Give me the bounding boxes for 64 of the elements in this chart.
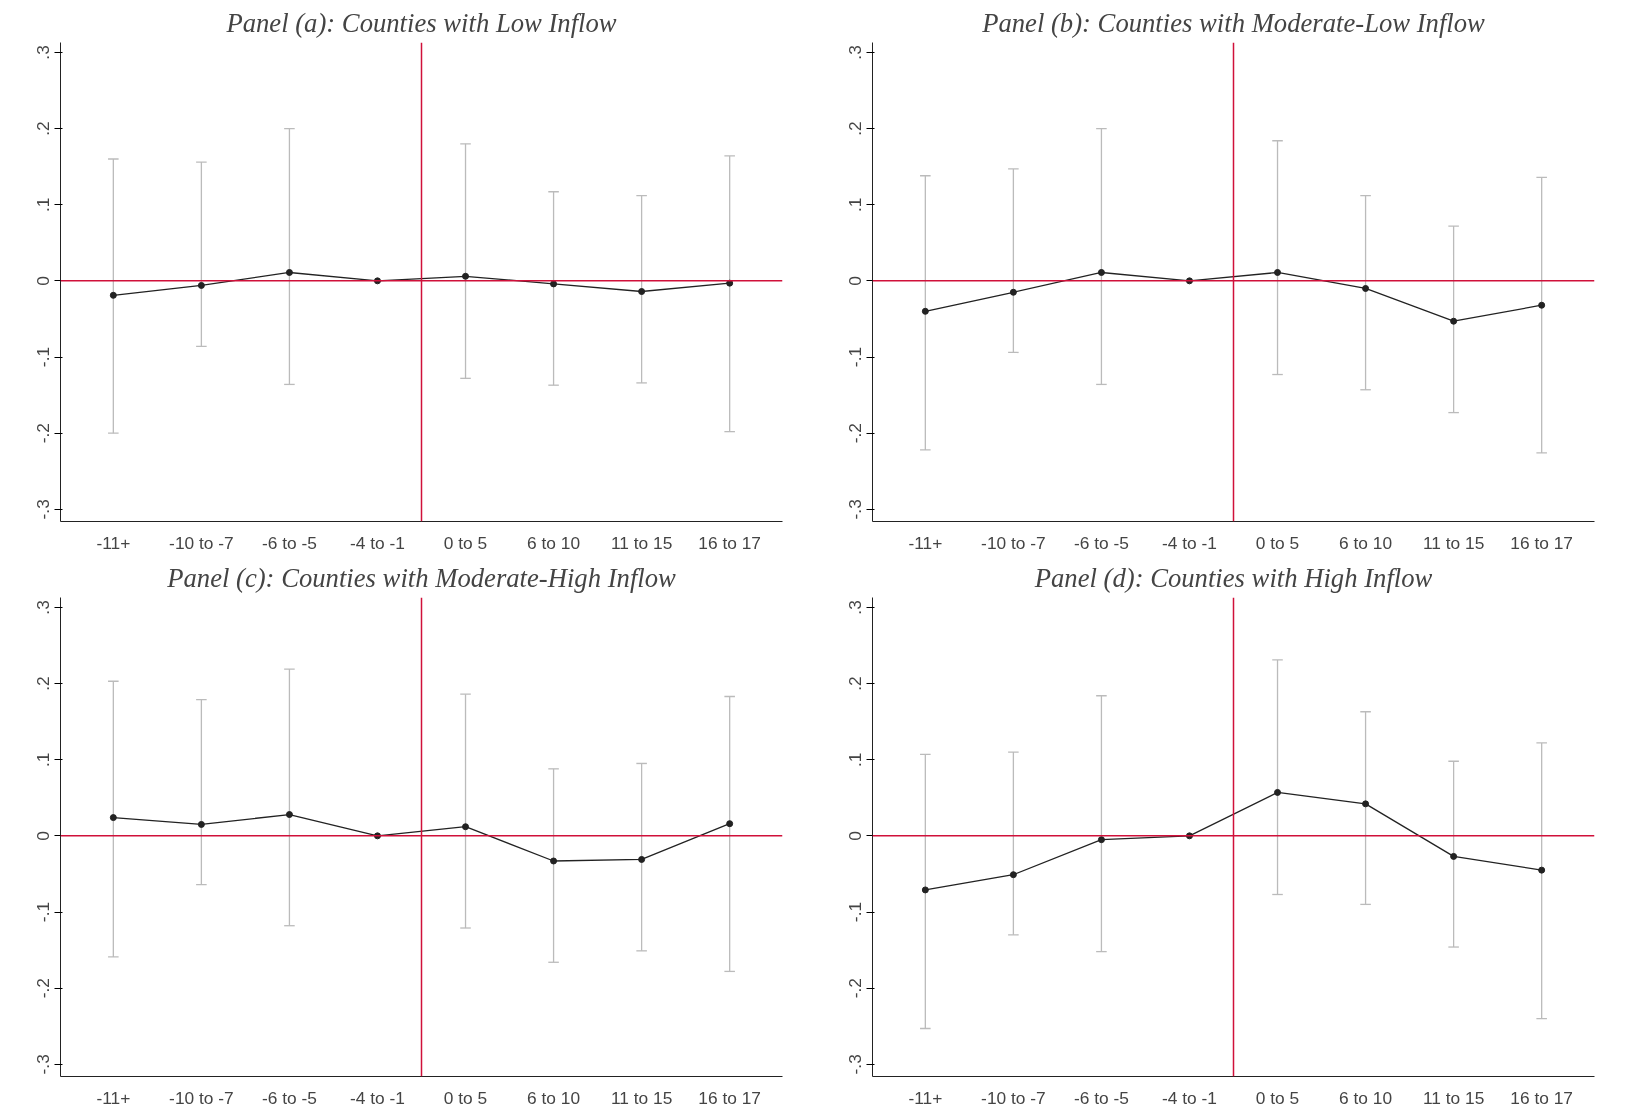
x-tick-label: 0 to 5 <box>1255 532 1300 553</box>
x-tick-label: -6 to -5 <box>1073 1087 1129 1108</box>
y-tick-label: .3 <box>845 45 866 60</box>
y-tick-label: .3 <box>845 600 866 615</box>
y-tick-label: .3 <box>33 600 54 615</box>
y-tick-label: 0 <box>845 276 866 286</box>
y-tick-label: .3 <box>33 45 54 60</box>
x-tick-label: 0 to 5 <box>443 1087 488 1108</box>
y-tick-label: .2 <box>33 121 54 136</box>
y-tick-label: -.1 <box>33 901 54 923</box>
y-tick-label: -.2 <box>33 423 54 444</box>
chart-title: Panel (b): Counties with Moderate-Low Inflow <box>981 7 1486 38</box>
x-tick-label: -6 to -5 <box>261 532 317 553</box>
x-tick-label: -11+ <box>96 532 131 553</box>
x-tick-label: -6 to -5 <box>1073 532 1129 553</box>
y-tick-label: -.2 <box>845 423 866 444</box>
x-tick-label: 11 to 15 <box>1422 532 1485 553</box>
y-tick-label: -.2 <box>845 978 866 999</box>
chart-title: Panel (d): Counties with High Inflow <box>1033 562 1433 593</box>
x-tick-label: 6 to 10 <box>527 532 581 553</box>
y-tick-label: .1 <box>845 197 866 212</box>
chart-title: Panel (a): Counties with Low Inflow <box>225 7 617 38</box>
y-tick-label: 0 <box>33 276 54 286</box>
x-tick-label: -10 to -7 <box>981 1087 1046 1108</box>
y-tick-label: -.3 <box>33 1054 54 1075</box>
chart-title: Panel (c): Counties with Moderate-High Inflow <box>166 562 677 593</box>
x-tick-label: -4 to -1 <box>1162 532 1217 553</box>
y-tick-label: -.1 <box>845 901 866 923</box>
x-tick-label: -4 to -1 <box>350 532 405 553</box>
x-tick-label: -10 to -7 <box>169 1087 234 1108</box>
x-tick-label: -11+ <box>908 532 943 553</box>
x-tick-label: -11+ <box>908 1087 943 1108</box>
y-tick-label: -.3 <box>845 1054 866 1075</box>
y-tick-label: -.1 <box>33 346 54 368</box>
y-tick-label: -.3 <box>33 499 54 520</box>
x-tick-label: 11 to 15 <box>610 532 673 553</box>
x-tick-label: 11 to 15 <box>610 1087 673 1108</box>
x-tick-label: 16 to 17 <box>698 1087 761 1108</box>
y-tick-label: -.3 <box>845 499 866 520</box>
x-tick-label: -4 to -1 <box>350 1087 405 1108</box>
x-tick-label: 6 to 10 <box>1339 532 1393 553</box>
y-tick-label: .1 <box>33 752 54 767</box>
y-tick-label: 0 <box>845 831 866 841</box>
x-tick-label: -11+ <box>96 1087 131 1108</box>
x-tick-label: 16 to 17 <box>1510 532 1573 553</box>
x-tick-label: 6 to 10 <box>1339 1087 1393 1108</box>
y-tick-label: .1 <box>845 752 866 767</box>
y-tick-label: -.1 <box>845 346 866 368</box>
y-tick-label: 0 <box>33 831 54 841</box>
x-tick-label: 0 to 5 <box>443 532 488 553</box>
x-tick-label: -4 to -1 <box>1162 1087 1217 1108</box>
x-tick-label: 0 to 5 <box>1255 1087 1300 1108</box>
x-tick-label: 16 to 17 <box>1510 1087 1573 1108</box>
y-tick-label: .1 <box>33 197 54 212</box>
y-tick-label: .2 <box>845 676 866 691</box>
y-tick-label: -.2 <box>33 978 54 999</box>
x-tick-label: -10 to -7 <box>169 532 234 553</box>
x-tick-label: -10 to -7 <box>981 532 1046 553</box>
y-tick-label: .2 <box>845 121 866 136</box>
x-tick-label: 16 to 17 <box>698 532 761 553</box>
x-tick-label: 11 to 15 <box>1422 1087 1485 1108</box>
y-tick-label: .2 <box>33 676 54 691</box>
x-tick-label: -6 to -5 <box>261 1087 317 1108</box>
x-tick-label: 6 to 10 <box>527 1087 581 1108</box>
